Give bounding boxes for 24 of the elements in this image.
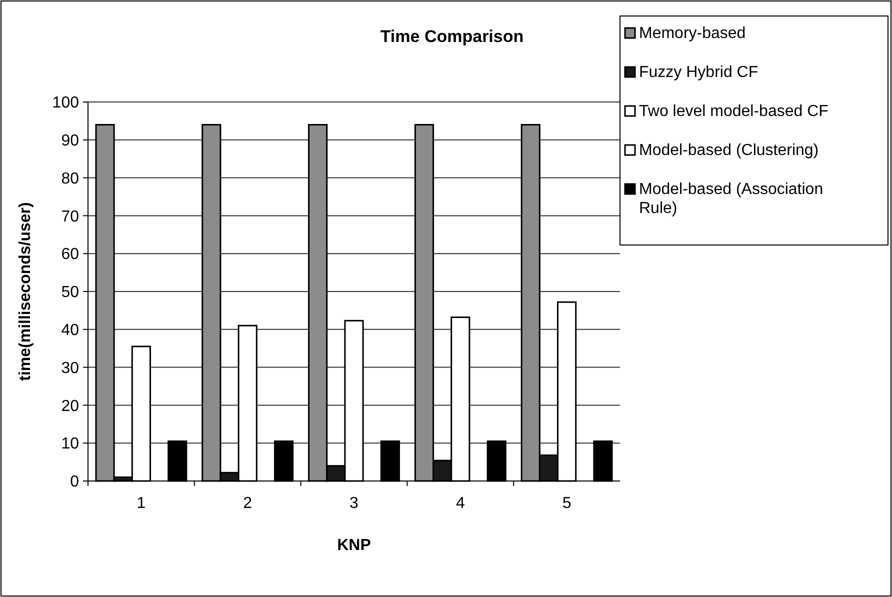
y-tick-label: 100 (52, 94, 80, 112)
y-tick-label: 60 (61, 246, 80, 264)
y-tick-label: 50 (61, 284, 80, 302)
x-tick-label: 3 (350, 495, 359, 512)
y-tick-label: 30 (61, 360, 80, 377)
legend-label: Two level model-based CF (639, 103, 829, 120)
legend-label: Model-based (Clustering) (639, 142, 819, 159)
legend-label: Memory-based (639, 25, 746, 42)
y-axis-title: time(milliseconds/user) (17, 202, 34, 381)
y-tick-label: 90 (61, 132, 80, 150)
x-axis-title: KNP (337, 537, 372, 554)
x-tick-label: 1 (136, 495, 146, 512)
y-tick-label: 80 (61, 170, 80, 188)
legend-label: Fuzzy Hybrid CF (639, 64, 758, 81)
x-tick-label: 5 (562, 495, 572, 512)
y-tick-label: 0 (70, 474, 80, 491)
y-tick-label: 20 (61, 398, 80, 415)
legend-label: Model-based (Association Rule) (639, 181, 824, 217)
chart-title: Time Comparison (380, 27, 524, 46)
x-tick-label: 2 (243, 495, 252, 512)
y-tick-label: 10 (61, 436, 80, 453)
x-tick-label: 4 (456, 495, 465, 512)
y-tick-label: 40 (61, 322, 80, 339)
y-tick-label: 70 (61, 208, 80, 226)
